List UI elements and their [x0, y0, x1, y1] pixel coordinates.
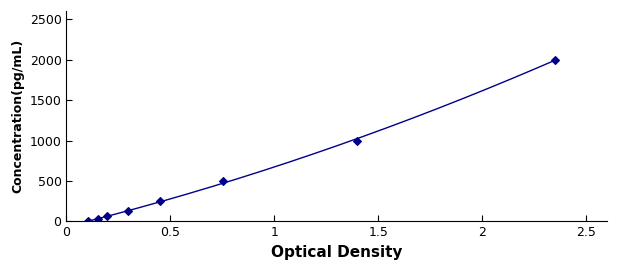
Y-axis label: Concentration(pg/mL): Concentration(pg/mL) [11, 39, 24, 193]
X-axis label: Optical Density: Optical Density [271, 245, 402, 260]
